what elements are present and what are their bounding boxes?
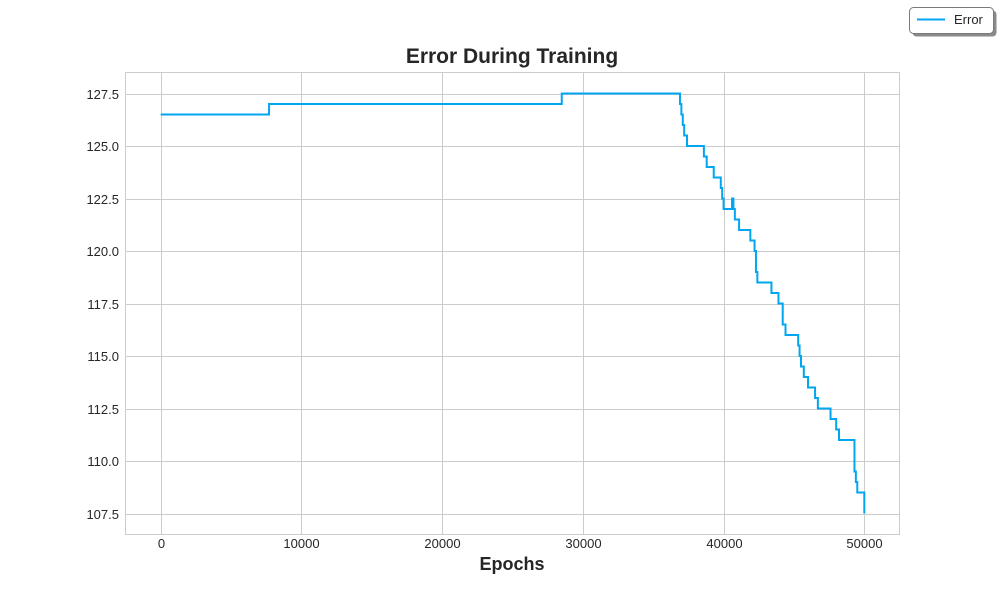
y-tick-label: 107.5 xyxy=(86,507,119,522)
legend: Error xyxy=(909,7,997,37)
y-tick-label: 110.0 xyxy=(87,454,119,469)
y-tick-label: 127.5 xyxy=(86,87,119,102)
y-tick-label: 117.5 xyxy=(87,297,119,312)
series-line-error xyxy=(160,92,866,514)
x-tick-label: 10000 xyxy=(283,536,319,551)
y-tick-label: 122.5 xyxy=(86,192,119,207)
x-tick-label: 20000 xyxy=(424,536,460,551)
x-axis-label: Epochs xyxy=(479,554,544,574)
chart-title: Error During Training xyxy=(406,45,618,68)
legend-label: Error xyxy=(954,12,984,27)
series-layer xyxy=(160,92,866,514)
y-tick-label: 112.5 xyxy=(87,402,119,417)
x-tick-label: 0 xyxy=(158,536,165,551)
x-tick-label: 30000 xyxy=(565,536,601,551)
grid-lines xyxy=(125,72,900,535)
x-tick-label: 50000 xyxy=(846,536,882,551)
y-tick-label: 120.0 xyxy=(86,244,119,259)
y-tick-label: 115.0 xyxy=(87,349,119,364)
y-tick-label: 125.0 xyxy=(86,139,119,154)
legend-box xyxy=(909,7,994,34)
tick-labels: 0 10000 20000 30000 40000 50000 107.5 110.0 112.… xyxy=(86,87,882,551)
x-tick-label: 40000 xyxy=(706,536,742,551)
plot-frame xyxy=(125,72,900,535)
